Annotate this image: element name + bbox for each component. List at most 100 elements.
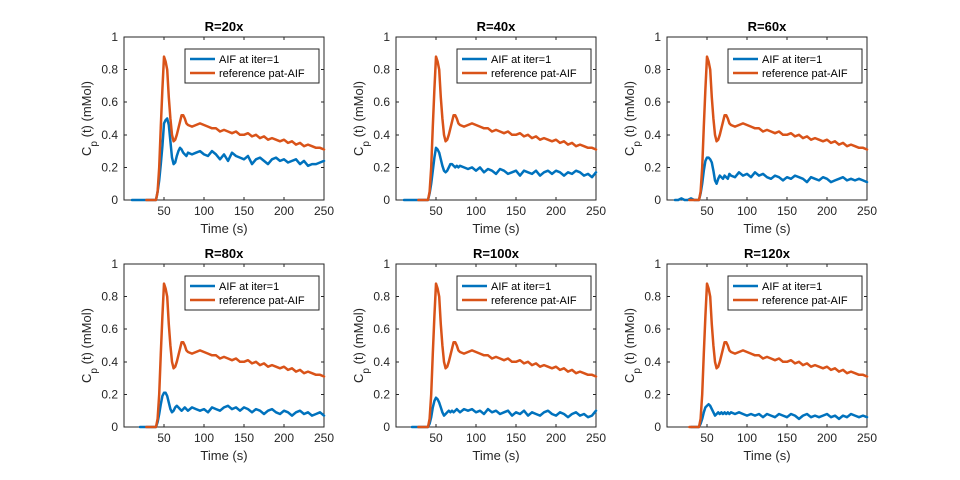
x-tick-label: 100: [466, 431, 486, 445]
y-tick-label: 0: [383, 420, 390, 434]
x-tick-label: 200: [274, 204, 294, 218]
subplot-title: R=120x: [744, 246, 791, 261]
x-tick-label: 150: [777, 204, 797, 218]
y-axis-label: Cp (t) (mMol): [79, 81, 100, 156]
series-line-reference-pat-aif: [688, 55, 869, 202]
x-tick-label: 250: [586, 431, 606, 445]
y-tick-label: 0: [111, 193, 118, 207]
y-axis-label-subscript: p: [361, 141, 372, 147]
legend-box: [727, 275, 863, 311]
y-axis-label: Cp (t) (mMol): [622, 308, 643, 383]
x-tick-label: 150: [506, 431, 526, 445]
x-tick-label: 150: [234, 204, 254, 218]
x-tick-label: 100: [194, 431, 214, 445]
legend: AIF at iter=1 reference pat-AIF: [456, 48, 592, 84]
legend-entry: reference pat-AIF: [219, 295, 305, 307]
y-tick-label: 1: [111, 257, 118, 271]
y-tick-label: 0.4: [644, 128, 661, 142]
series-line-aif-iter1: [410, 396, 598, 429]
legend-box: [184, 48, 320, 84]
x-tick-label: 200: [546, 204, 566, 218]
series-line-aif-iter1: [689, 402, 869, 429]
y-tick-label: 0.8: [644, 290, 661, 304]
y-tick-label: 0: [111, 420, 118, 434]
subplot-title: R=80x: [205, 246, 244, 261]
subplot-3: R=60x 50 100 150 200 250 0 0.2 0.4 0.6 0.8 1 Time (s…: [622, 19, 877, 236]
y-tick-label: 0.4: [644, 355, 661, 369]
x-axis-label: Time (s): [743, 448, 790, 463]
legend-entry: reference pat-AIF: [491, 68, 577, 80]
y-tick-label: 0.2: [373, 160, 390, 174]
subplot-title: R=100x: [473, 246, 520, 261]
y-tick-label: 0.2: [373, 387, 390, 401]
x-tick-label: 200: [274, 431, 294, 445]
x-tick-label: 50: [429, 431, 443, 445]
legend-entry: AIF at iter=1: [762, 54, 822, 66]
x-axis-label: Time (s): [472, 448, 519, 463]
y-axis-label: Cp (t) (mMol): [79, 308, 100, 383]
y-tick-label: 0.8: [644, 63, 661, 77]
x-tick-label: 250: [857, 431, 877, 445]
y-tick-label: 0.2: [644, 160, 661, 174]
axes-box: [666, 263, 868, 428]
legend-entry: AIF at iter=1: [491, 281, 551, 293]
y-tick-label: 0.6: [101, 95, 118, 109]
y-tick-label: 1: [654, 257, 661, 271]
y-tick-label: 0: [654, 193, 661, 207]
x-tick-label: 100: [737, 431, 757, 445]
subplot-title: R=60x: [748, 19, 787, 34]
y-axis-label-rest: (t) (mMol): [79, 308, 94, 368]
y-axis-label-subscript: p: [632, 141, 643, 147]
x-tick-label: 250: [314, 204, 334, 218]
y-axis-label-rest: (t) (mMol): [79, 81, 94, 141]
legend: AIF at iter=1 reference pat-AIF: [727, 275, 863, 311]
x-axis-label: Time (s): [200, 221, 247, 236]
y-tick-label: 0.6: [373, 322, 390, 336]
x-tick-label: 150: [777, 431, 797, 445]
series-line-aif-iter1: [130, 117, 326, 202]
y-axis-label: Cp (t) (mMol): [351, 308, 372, 383]
series-line-reference-pat-aif: [417, 55, 598, 202]
legend: AIF at iter=1 reference pat-AIF: [456, 275, 592, 311]
x-tick-label: 50: [157, 431, 171, 445]
y-tick-label: 0.6: [101, 322, 118, 336]
x-tick-label: 50: [157, 204, 171, 218]
x-tick-label: 200: [817, 431, 837, 445]
x-tick-label: 100: [194, 204, 214, 218]
y-axis-label-main: C: [351, 147, 366, 156]
axes-box: [123, 36, 325, 201]
legend-entry: AIF at iter=1: [491, 54, 551, 66]
x-tick-label: 200: [546, 431, 566, 445]
x-tick-label: 200: [817, 204, 837, 218]
y-tick-label: 0: [654, 420, 661, 434]
legend-entry: AIF at iter=1: [762, 281, 822, 293]
subplot-6: R=120x 50 100 150 200 250 0 0.2 0.4 0.6 0.8 1 Time (…: [622, 246, 877, 463]
legend-entry: AIF at iter=1: [219, 281, 279, 293]
subplot-2: R=40x 50 100 150 200 250 0 0.2 0.4 0.6 0.8 1 Time (s…: [351, 19, 606, 236]
y-axis-label-main: C: [351, 374, 366, 383]
y-tick-label: 0.8: [373, 63, 390, 77]
y-axis-label-rest: (t) (mMol): [622, 81, 637, 141]
y-tick-label: 0.4: [101, 128, 118, 142]
subplot-title: R=20x: [205, 19, 244, 34]
y-tick-label: 0.6: [644, 95, 661, 109]
y-axis-label-subscript: p: [632, 368, 643, 374]
y-tick-label: 0.4: [373, 355, 390, 369]
axes-box: [395, 36, 597, 201]
x-tick-label: 250: [586, 204, 606, 218]
x-tick-label: 50: [700, 204, 714, 218]
y-axis-label-main: C: [79, 147, 94, 156]
legend-entry: reference pat-AIF: [219, 68, 305, 80]
legend-entry: reference pat-AIF: [762, 295, 848, 307]
y-axis-label-subscript: p: [361, 368, 372, 374]
subplot-title: R=40x: [477, 19, 516, 34]
y-axis-label-rest: (t) (mMol): [351, 81, 366, 141]
x-tick-label: 250: [314, 431, 334, 445]
y-tick-label: 0.2: [101, 387, 118, 401]
axes-box: [123, 263, 325, 428]
y-tick-label: 0.8: [101, 63, 118, 77]
y-axis-label-subscript: p: [89, 141, 100, 147]
y-tick-label: 0.2: [101, 160, 118, 174]
subplot-5: R=100x 50 100 150 200 250 0 0.2 0.4 0.6 0.8 1 Time (…: [351, 246, 606, 463]
